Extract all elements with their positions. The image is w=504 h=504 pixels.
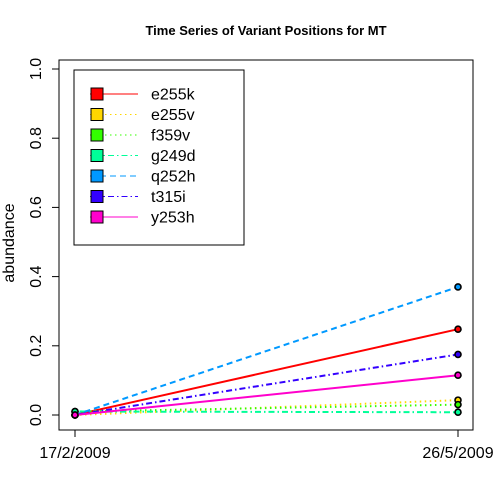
- data-point-e255k: [454, 325, 462, 333]
- legend-swatch-g249d: [90, 149, 104, 162]
- series-line-y253h: [74, 374, 459, 416]
- legend: e255k e255v f359v g249d q252h t315i y253h: [73, 69, 245, 246]
- y-axis: 0.0 0.2 0.4 0.6 0.8 1.0: [28, 58, 59, 426]
- legend-label-q252h: q252h: [151, 169, 196, 186]
- legend-entry-e255v: e255v: [90, 107, 195, 124]
- series-line-e255k: [74, 328, 459, 416]
- legend-entry-y253h: y253h: [90, 210, 195, 227]
- data-point-y253h: [71, 411, 79, 419]
- legend-swatch-q252h: [90, 169, 104, 183]
- series-line-g249d: [74, 410, 459, 414]
- x-axis: 17/2/2009 26/5/2009: [39, 430, 494, 462]
- legend-entry-e255k: e255k: [90, 87, 196, 104]
- y-tick-label: 0.0: [28, 404, 45, 426]
- chart-title: Time Series of Variant Positions for MT: [145, 23, 386, 38]
- series-layer: [71, 283, 462, 419]
- y-tick-label: 0.8: [28, 127, 45, 149]
- y-tick-label: 0.2: [28, 335, 45, 357]
- x-tick-label: 26/5/2009: [422, 445, 493, 462]
- data-point-y253h: [454, 371, 462, 380]
- legend-entry-q252h: q252h: [90, 169, 196, 186]
- data-point-q252h: [454, 283, 462, 291]
- plot-frame: [58, 59, 474, 431]
- legend-label-g249d: g249d: [151, 148, 196, 165]
- legend-label-f359v: f359v: [151, 128, 190, 145]
- legend-swatch-e255k: [90, 87, 104, 101]
- legend-label-y253h: y253h: [151, 210, 195, 227]
- legend-entry-f359v: f359v: [90, 128, 190, 145]
- legend-box: [73, 69, 245, 246]
- y-tick-label: 1.0: [28, 58, 45, 80]
- data-point-f359v: [454, 400, 462, 409]
- y-tick-label: 0.4: [28, 265, 45, 287]
- legend-swatch-e255v: [90, 108, 104, 121]
- data-point-g249d: [454, 408, 462, 417]
- legend-label-e255v: e255v: [151, 107, 195, 124]
- legend-swatch-t315i: [90, 190, 104, 203]
- series-line-t315i: [74, 353, 459, 416]
- y-axis-label: abundance: [1, 203, 18, 282]
- y-tick-label: 0.6: [28, 196, 45, 218]
- series-y253h: [71, 371, 462, 419]
- series-line-q252h: [74, 286, 459, 416]
- legend-label-t315i: t315i: [151, 189, 186, 206]
- x-tick-label: 17/2/2009: [39, 445, 110, 462]
- legend-swatch-y253h: [90, 210, 104, 224]
- legend-swatch-f359v: [90, 128, 104, 142]
- legend-entry-t315i: t315i: [90, 189, 186, 206]
- data-point-t315i: [454, 350, 462, 359]
- legend-label-e255k: e255k: [151, 87, 196, 104]
- legend-entry-g249d: g249d: [90, 148, 196, 165]
